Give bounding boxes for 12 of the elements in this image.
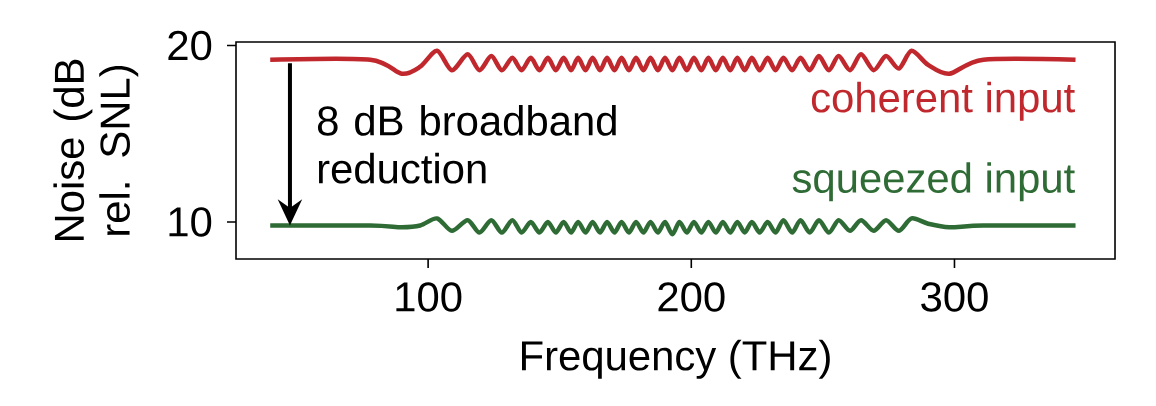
- annotation: 8 dB broadband reduction: [317, 105, 616, 184]
- x-tick-label: 100: [396, 282, 462, 312]
- y-tick-label: 20: [168, 30, 212, 61]
- x-axis-title: Frequency (THz): [522, 339, 830, 379]
- line-series: [267, 48, 1078, 76]
- x-tick-label: 200: [658, 282, 725, 312]
- y-axis-title: Noise (dB rel. SNL): [53, 59, 139, 241]
- series-label: coherent input: [811, 81, 1075, 121]
- y-tick-label: 10: [169, 207, 212, 237]
- series-label: squeezed input: [792, 162, 1075, 202]
- x-tick-label: 300: [921, 282, 988, 312]
- line-series: [267, 216, 1078, 237]
